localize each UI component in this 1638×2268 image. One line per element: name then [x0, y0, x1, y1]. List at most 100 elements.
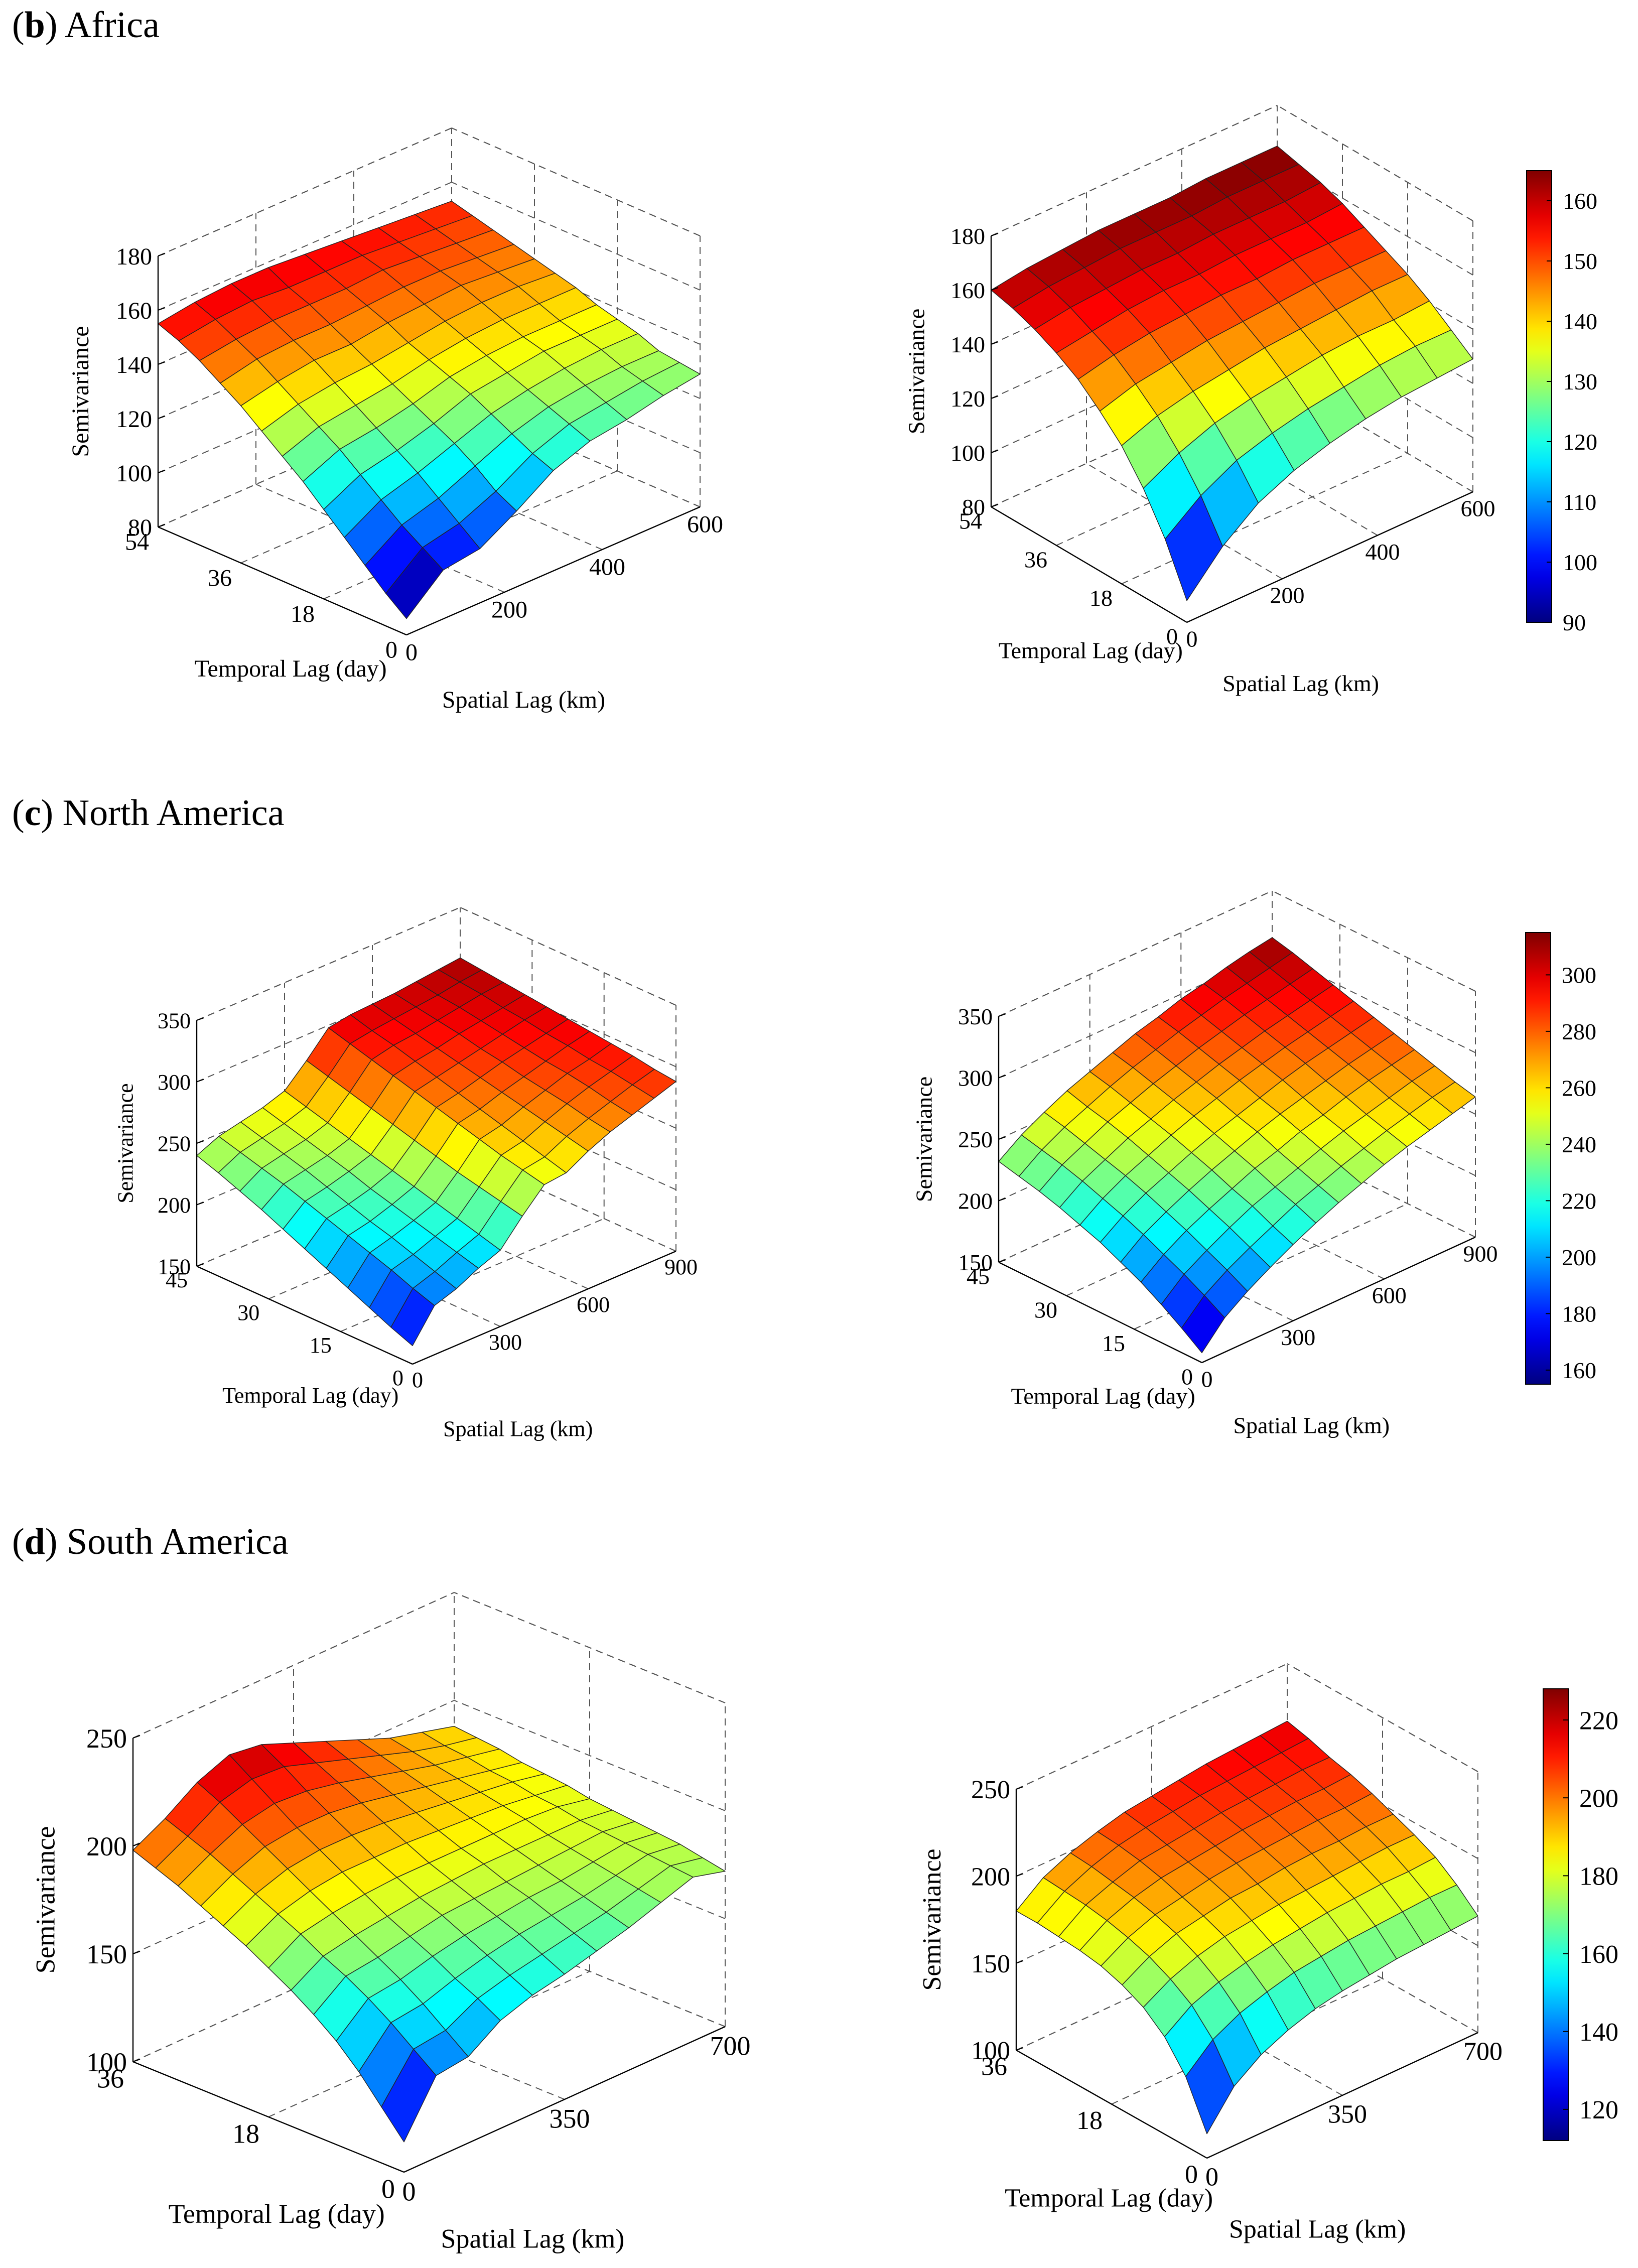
y-tick-label: 18	[1089, 585, 1113, 611]
pd-model-colorbar: 120 140 160 180 200 220	[1543, 1688, 1618, 2141]
pb-empirical-plot: 80 100 120 140 160 180 0 18 36 54 0 200 400 600 Semiva…	[67, 127, 723, 713]
surface-patch	[1164, 495, 1223, 601]
pb-empirical-surface	[158, 201, 701, 619]
pd-model-plot: 100 150 200 250 0 18 36 0 350 700 Semivariance Temp…	[918, 1663, 1618, 2244]
grid-line	[1277, 105, 1473, 221]
z-tick	[158, 470, 166, 473]
pc-model-axes: 150 200 250 300 350 0 15 30 45 0 300 600 900 Semivari…	[911, 1004, 1498, 1438]
x-tick-label: 700	[710, 2031, 751, 2061]
panel-title-south-america: (d) South America	[12, 1521, 289, 1562]
z-tick-label: 160	[116, 298, 152, 324]
z-tick-label: 250	[158, 1131, 191, 1156]
grid-line	[158, 182, 452, 311]
z-tick-label: 300	[958, 1065, 993, 1091]
z-tick-label: 80	[128, 514, 152, 541]
z-tick-label: 80	[962, 494, 985, 520]
grid-line	[1272, 952, 1476, 1053]
y-axis-label: Temporal Lag (day)	[222, 1383, 398, 1408]
x-axis-label: Spatial Lag (km)	[443, 1416, 593, 1441]
x-axis-line	[403, 2026, 726, 2173]
grid-line	[268, 1971, 590, 2117]
x-axis-line	[412, 1250, 676, 1365]
z-tick	[1016, 1960, 1024, 1964]
surface-patch	[385, 547, 444, 619]
surface-patch	[381, 2049, 437, 2143]
y-tick-label: 18	[291, 601, 315, 627]
z-tick-label: 200	[958, 1188, 993, 1214]
surface-patch	[1181, 1295, 1225, 1354]
colorbar-tick-label: 110	[1563, 489, 1596, 515]
z-tick-label: 140	[116, 352, 152, 378]
z-tick-label: 180	[116, 243, 152, 270]
y-tick-label: 15	[310, 1333, 332, 1358]
pb-empirical-axes: 80 100 120 140 160 180 0 18 36 54 0 200 400 600 Semiva…	[67, 243, 723, 713]
pd-model-surface	[1016, 1720, 1478, 2134]
z-tick	[158, 361, 166, 365]
grid-line	[991, 105, 1278, 236]
x-axis-label: Spatial Lag (km)	[1229, 2215, 1406, 2244]
pc-model-plot: 150 200 250 300 350 0 15 30 45 0 300 600 900 Semivari…	[911, 890, 1596, 1438]
x-tick-label: 0	[1205, 2163, 1218, 2192]
grid-line	[158, 127, 452, 256]
y-tick-label: 0	[381, 2174, 395, 2204]
z-tick-label: 140	[950, 332, 985, 357]
z-axis-label: Semivariance	[67, 326, 94, 457]
y-axis-line	[1016, 2049, 1207, 2159]
z-tick	[196, 1263, 204, 1267]
y-axis-line	[196, 1265, 413, 1365]
pb-model-axes: 80 100 120 140 160 180 0 18 36 54 0 200 400 600 Semiva…	[904, 223, 1495, 696]
colorbar-tick-label: 220	[1579, 1706, 1618, 1735]
colorbar-tick-label: 120	[1579, 2096, 1618, 2124]
z-tick	[132, 1843, 141, 1846]
z-tick-label: 100	[971, 2037, 1010, 2065]
colorbar-tick-label: 180	[1562, 1301, 1596, 1327]
colorbar-tick-label: 100	[1563, 550, 1597, 575]
y-tick-label: 15	[1102, 1330, 1125, 1356]
pc-empirical-plot: 150 200 250 300 350 0 15 30 45 0 300 600 900 Semivari…	[113, 907, 698, 1441]
z-tick-label: 120	[116, 406, 152, 433]
grid-line	[132, 1700, 455, 1846]
z-tick-label: 250	[971, 1776, 1010, 1804]
z-tick-label: 300	[158, 1070, 191, 1095]
x-axis-line	[406, 506, 701, 636]
z-tick-label: 150	[971, 1950, 1010, 1978]
colorbar-bar	[1525, 932, 1551, 1385]
pd-empirical-axes: 100 150 200 250 0 18 36 0 350 700 Semivariance Temp…	[30, 1723, 750, 2254]
z-tick	[1016, 2047, 1024, 2051]
z-tick	[132, 1951, 141, 1954]
x-axis-line	[1186, 491, 1473, 623]
y-axis-line	[158, 526, 407, 636]
z-tick	[132, 2059, 141, 2062]
y-tick-label: 45	[967, 1264, 990, 1289]
colorbar-tick-label: 130	[1563, 369, 1597, 394]
y-tick-label: 36	[97, 2063, 124, 2093]
x-tick-label: 0	[1201, 1366, 1213, 1392]
y-axis-label: Temporal Lag (day)	[999, 637, 1183, 663]
colorbar-tick-label: 150	[1563, 248, 1597, 274]
x-tick-label: 300	[489, 1330, 522, 1355]
y-tick-label: 45	[166, 1268, 188, 1292]
grid-line	[1272, 1136, 1476, 1238]
pb-model-surface	[991, 146, 1473, 601]
colorbar-tick-label: 160	[1563, 188, 1597, 214]
z-axis-label: Semivariance	[30, 1826, 60, 1974]
z-axis-label: Semivariance	[918, 1849, 946, 1991]
x-tick-label: 600	[1372, 1283, 1407, 1308]
x-tick-label: 700	[1463, 2038, 1503, 2066]
z-axis-label: Semivariance	[911, 1077, 937, 1202]
z-tick	[998, 1136, 1006, 1140]
x-axis-line	[1201, 1236, 1476, 1364]
grid-line	[460, 907, 676, 1006]
z-tick	[1016, 1786, 1024, 1790]
x-tick-label: 0	[1186, 626, 1198, 651]
z-tick	[998, 1075, 1006, 1079]
colorbar-tick-label: 140	[1579, 2018, 1618, 2047]
z-tick	[158, 307, 166, 311]
z-axis-label: Semivariance	[904, 309, 929, 434]
x-axis-label: Spatial Lag (km)	[442, 687, 605, 713]
pd-empirical-surface	[132, 1725, 726, 2143]
z-tick-label: 200	[971, 1863, 1010, 1892]
y-tick-label: 0	[385, 637, 397, 663]
panel-title-africa: (b) Africa	[12, 5, 160, 46]
pc-empirical-surface	[196, 957, 676, 1347]
